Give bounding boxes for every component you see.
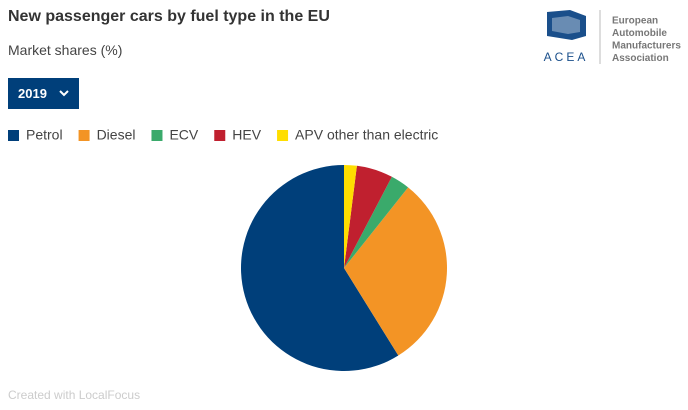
logo: ACEA — [544, 10, 601, 64]
dropdown-value: 2019 — [18, 86, 47, 101]
logo-line: European — [612, 16, 658, 27]
legend-label: HEV — [232, 127, 261, 143]
logo-line: Automobile — [612, 28, 667, 39]
chevron — [59, 90, 69, 97]
logo-line: Manufacturers — [612, 41, 681, 52]
chart-subtitle: Market shares (%) — [8, 42, 123, 58]
logo-acronym: ACEA — [544, 50, 589, 64]
legend-swatch — [214, 130, 226, 141]
pie-slice — [344, 176, 409, 268]
legend-swatch — [78, 130, 90, 141]
legend-label: ECV — [169, 127, 198, 143]
legend-swatch — [277, 130, 289, 141]
chart-title: New passenger cars by fuel type in the E… — [8, 8, 330, 25]
legend-label: Diesel — [97, 127, 136, 143]
year-dropdown[interactable]: 2019 — [8, 78, 79, 109]
pie-slice — [344, 165, 357, 268]
pie-slice — [344, 187, 447, 356]
legend-swatch — [151, 130, 163, 141]
pie-slice — [344, 165, 392, 268]
pie-slice — [241, 165, 399, 372]
legend-label: Petrol — [26, 127, 63, 143]
footer: Created with LocalFocus — [8, 388, 141, 402]
legend-swatch — [8, 130, 19, 141]
logo-line: Association — [612, 53, 669, 64]
legend-label: APV other than electric — [295, 127, 438, 143]
